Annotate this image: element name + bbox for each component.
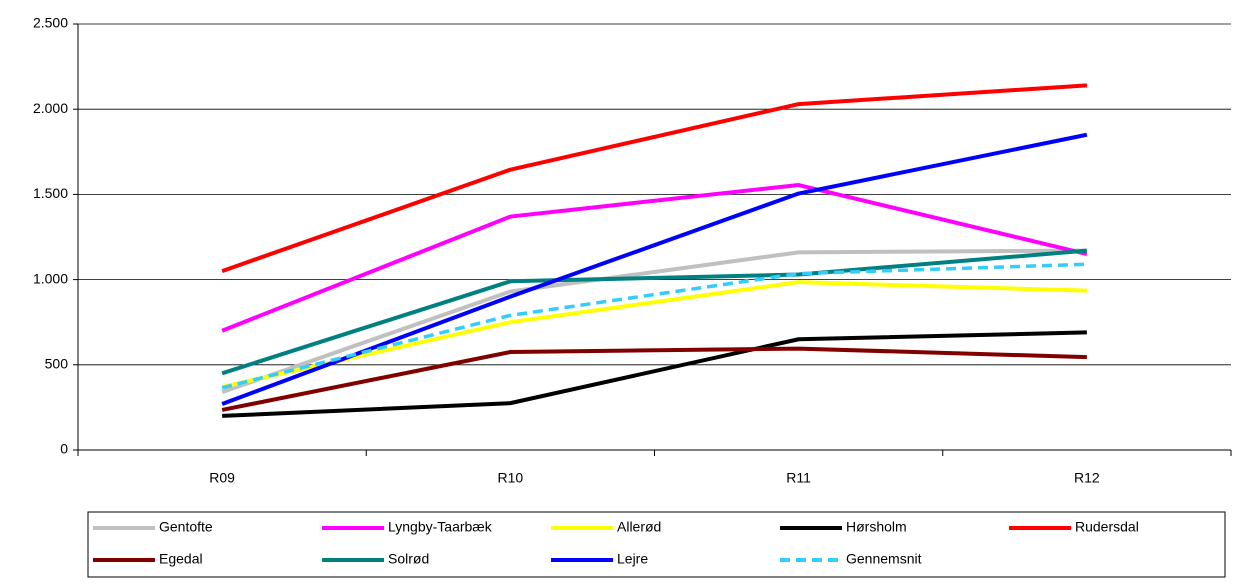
legend-label: Solrød: [388, 551, 429, 567]
x-tick-label: R09: [209, 470, 235, 486]
legend-label: Lyngby-Taarbæk: [388, 519, 493, 535]
y-tick-label: 0: [60, 441, 68, 457]
series-line: [221, 132, 1088, 406]
y-tick-label: 1.000: [33, 270, 68, 286]
series-line: [222, 330, 1087, 418]
legend-box: [87, 511, 1226, 578]
legend-label: Hørsholm: [846, 519, 907, 535]
legend-label: Gentofte: [159, 519, 213, 535]
series-line: [221, 248, 1087, 394]
y-tick-label: 1.500: [33, 185, 68, 201]
x-tick-label: R11: [786, 470, 811, 486]
legend-label: Gennemsnit: [846, 551, 922, 567]
series-line: [221, 280, 1087, 389]
series-line: [221, 83, 1088, 273]
series-line: [221, 346, 1087, 412]
x-tick-label: R12: [1074, 470, 1100, 486]
y-tick-label: 2.500: [33, 15, 68, 31]
legend-label: Lejre: [617, 551, 648, 567]
y-tick-label: 2.000: [33, 100, 68, 116]
x-tick-label: R10: [498, 470, 524, 486]
legend-label: Allerød: [617, 519, 661, 535]
y-tick-label: 500: [45, 356, 69, 372]
series-line: [221, 262, 1087, 390]
legend-label: Egedal: [159, 551, 203, 567]
series-line: [221, 183, 1088, 333]
legend-label: Rudersdal: [1075, 519, 1139, 535]
series-line: [221, 248, 1088, 376]
